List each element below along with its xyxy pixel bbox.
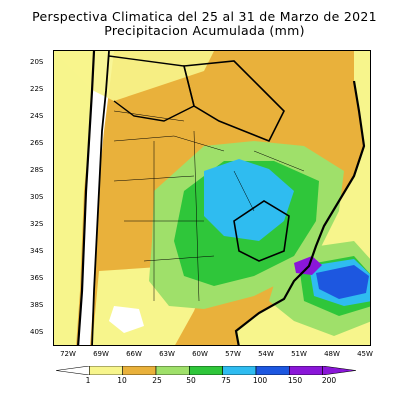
legend-bin — [322, 366, 356, 375]
lon-tick: 66W — [126, 350, 142, 358]
country-border-andes — [91, 51, 110, 345]
lon-tick: 69W — [93, 350, 109, 358]
map-title: Perspectiva Climatica del 25 al 31 de Ma… — [32, 9, 377, 24]
color-legend — [56, 366, 356, 375]
precipitation-map — [53, 50, 371, 346]
legend-bin — [255, 366, 290, 375]
legend-bin — [155, 366, 190, 375]
lat-tick: 36S — [30, 274, 44, 282]
lat-tick: 40S — [30, 328, 44, 336]
legend-bin — [189, 366, 223, 375]
legend-label: 150 — [287, 376, 303, 385]
white-patch-south — [109, 306, 144, 333]
legend-bin — [56, 366, 90, 375]
lat-tick: 38S — [30, 301, 44, 309]
blue-core — [316, 265, 369, 299]
map-subtitle: Precipitacion Acumulada (mm) — [104, 23, 305, 38]
map-canvas — [54, 51, 370, 345]
legend-bin — [89, 366, 123, 375]
lat-tick: 28S — [30, 166, 44, 174]
lon-tick: 54W — [258, 350, 274, 358]
lat-tick: 30S — [30, 193, 44, 201]
country-border-uruguay — [233, 200, 290, 262]
lat-tick: 24S — [30, 112, 44, 120]
legend-label: 1 — [85, 376, 91, 385]
lon-tick: 60W — [192, 350, 208, 358]
legend-label: 10 — [117, 376, 127, 385]
province-borders — [113, 110, 305, 302]
coastline-west — [77, 51, 96, 345]
legend-bin — [289, 366, 323, 375]
legend-label: 75 — [221, 376, 231, 385]
legend-bin — [222, 366, 257, 375]
lon-tick: 72W — [60, 350, 76, 358]
coastline-east — [234, 80, 366, 345]
lon-tick: 57W — [225, 350, 241, 358]
lat-tick: 34S — [30, 247, 44, 255]
lon-tick: 63W — [159, 350, 175, 358]
country-border-paraguay — [182, 60, 285, 143]
lon-tick: 51W — [291, 350, 307, 358]
andes-dry-zone — [78, 51, 114, 345]
light-blue-zone — [204, 159, 294, 241]
legend-bin — [122, 366, 157, 375]
lat-tick: 26S — [30, 139, 44, 147]
pacific-ocean — [54, 51, 94, 345]
lon-tick: 45W — [357, 350, 373, 358]
lat-tick: 32S — [30, 220, 44, 228]
lon-tick: 48W — [324, 350, 340, 358]
lat-tick: 20S — [30, 58, 44, 66]
legend-label: 25 — [152, 376, 162, 385]
legend-label: 200 — [321, 376, 337, 385]
legend-label: 100 — [252, 376, 268, 385]
legend-label: 50 — [186, 376, 196, 385]
lat-tick: 22S — [30, 85, 44, 93]
